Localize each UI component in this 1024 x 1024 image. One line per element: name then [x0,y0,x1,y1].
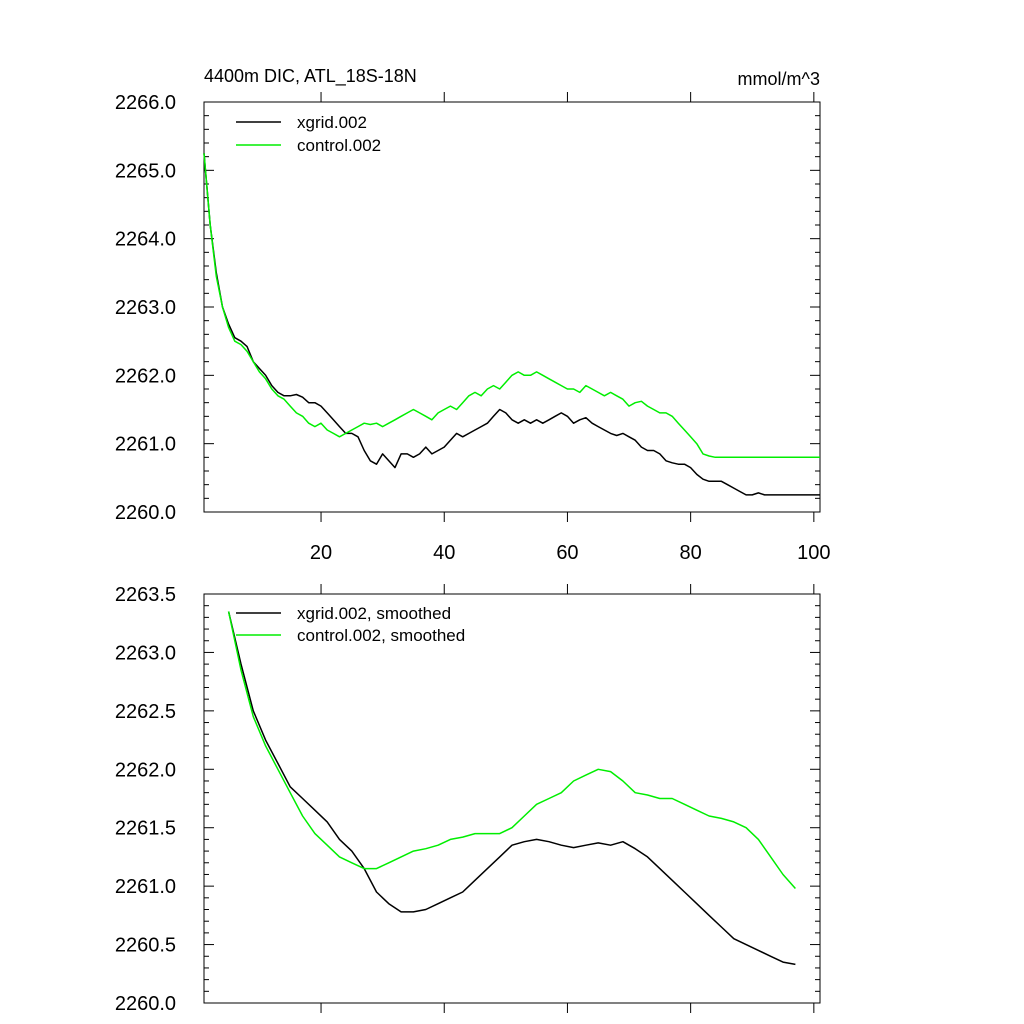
y-tick-label: 2260.0 [115,993,176,1015]
y-tick-label: 2260.0 [115,502,176,524]
series-line-control [227,611,796,889]
x-tick-label: 20 [310,542,332,564]
y-tick-label: 2265.0 [115,160,176,182]
y-tick-label: 2264.0 [115,229,176,251]
x-tick-label: 80 [680,542,702,564]
y-tick-label: 2263.0 [115,642,176,664]
legend-label: xgrid.002 [297,113,367,132]
plot-frame [203,593,821,1004]
y-tick-label: 2261.5 [115,818,176,840]
bottom-panel: 2260.0 2260.5 2261.0 2261.5 2262.0 2262.5 2263… [115,584,821,1015]
x-tick-label: 100 [797,542,830,564]
y-tick-label: 2263.5 [115,584,176,606]
legend-label: control.002 [297,136,381,155]
top-panel: 2260.0 2261.0 2262.0 2263.0 2264.0 2265.0 2266… [115,92,831,564]
y-tick-label: 2261.0 [115,434,176,456]
x-tick-label: 60 [556,542,578,564]
y-tick-label: 2260.5 [115,935,176,957]
chart-units: mmol/m^3 [738,69,820,89]
series-line-xgrid [203,153,820,496]
y-tick-label: 2262.0 [115,759,176,781]
plot-frame [203,101,821,513]
legend-label: control.002, smoothed [297,626,465,645]
y-tick-label: 2262.5 [115,701,176,723]
series-line-xgrid [227,611,796,966]
y-tick-label: 2263.0 [115,297,176,319]
x-tick-label: 40 [433,542,455,564]
y-tick-label: 2266.0 [115,92,176,114]
series-line-control [203,153,820,459]
y-tick-label: 2262.0 [115,365,176,387]
y-tick-label: 2261.0 [115,876,176,898]
chart-title: 4400m DIC, ATL_18S-18N [204,66,417,87]
legend-label: xgrid.002, smoothed [297,604,451,623]
